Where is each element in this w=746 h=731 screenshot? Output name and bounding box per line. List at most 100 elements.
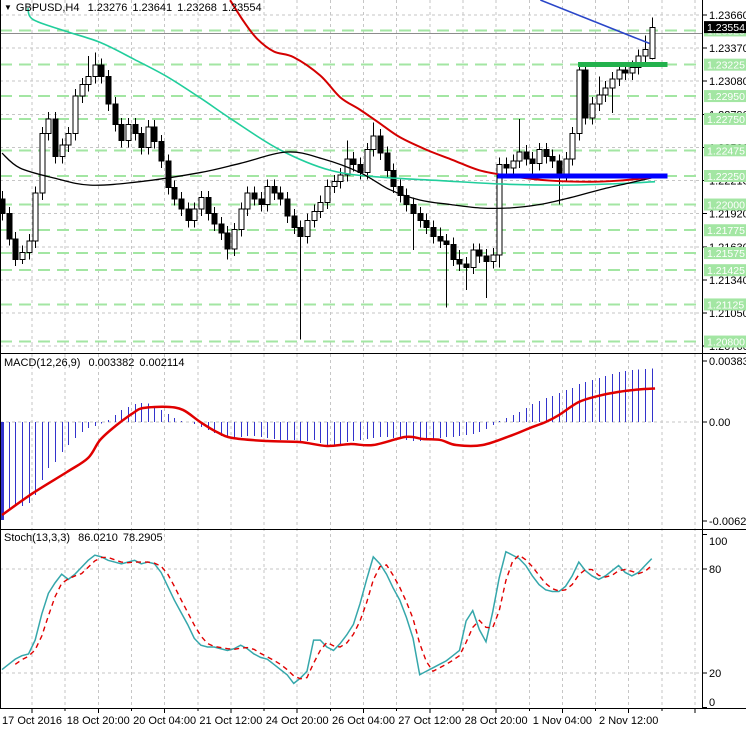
candle-bear: [12, 238, 19, 260]
price-level-badge: [704, 264, 746, 277]
candle-bear: [377, 135, 384, 154]
candle-bear: [350, 158, 357, 166]
candle-bull: [304, 220, 311, 238]
stoch-indicator-header: Stoch(13,3,3) 86.0210 78.2905: [4, 532, 168, 544]
candle-bear: [543, 149, 550, 158]
date-label: 2 Nov 12:00: [599, 715, 658, 727]
date-label: 18 Oct 20:00: [67, 715, 130, 727]
trendline-blue[interactable]: [540, 0, 651, 45]
candle-bull: [496, 164, 503, 256]
candle-bear: [284, 198, 291, 217]
candle-bear: [523, 151, 530, 160]
stoch-axis-label: 80: [709, 564, 721, 576]
candle-bear: [271, 185, 278, 194]
price-tick-label: 1.21340: [709, 275, 746, 287]
candle-bear: [456, 258, 463, 265]
candle-bear: [151, 126, 158, 143]
candle-bull: [642, 48, 649, 57]
price-level-badge-label: 1.21125: [707, 299, 744, 311]
price-level-badge-label: 1.22750: [707, 114, 745, 126]
price-level-badge: [704, 247, 746, 260]
ohlc-close: 1.23554: [221, 2, 262, 14]
candle-bull: [576, 69, 583, 135]
candle-bear: [529, 158, 536, 164]
macd-layer: [1, 368, 656, 520]
candle-bear: [178, 198, 185, 210]
date-label: 24 Oct 20:00: [266, 715, 329, 727]
candle-bull: [198, 197, 205, 210]
candle-bull: [516, 151, 523, 162]
candle-bear: [556, 160, 563, 176]
macd-label: MACD(12,26,9): [4, 357, 81, 369]
stoch-k-line: [1, 550, 653, 685]
candle-bull: [145, 126, 152, 148]
stoch-axis-label: 20: [709, 668, 721, 680]
macd-axis-label: 0.003839: [709, 356, 746, 368]
candle-bull: [563, 158, 570, 176]
candle-bear: [112, 103, 119, 126]
candles-layer: [0, 17, 656, 340]
candle-bull: [331, 181, 338, 187]
ma-teal-line: [27, 7, 656, 186]
candle-bear: [403, 194, 410, 206]
candle-bull: [264, 185, 271, 206]
candle-bull: [238, 208, 245, 231]
macd-signal-line: [1, 387, 656, 517]
price-level-badge-label: 1.22000: [707, 200, 745, 212]
candle-bull: [65, 133, 72, 146]
stoch-k-value: 86.0210: [78, 532, 118, 544]
ohlc-open: 1.23276: [87, 2, 128, 14]
candle-bear: [450, 244, 457, 260]
candle-bear: [98, 64, 105, 78]
stoch-d-value: 78.2905: [122, 532, 163, 544]
symbol-timeframe: GBPUSD,H4: [15, 2, 80, 14]
candle-bull: [125, 124, 132, 142]
price-level-badge: [704, 58, 746, 71]
candle-bear: [211, 213, 218, 225]
price-level-badge-label: 1.22950: [707, 91, 745, 103]
candle-bear: [549, 156, 556, 162]
candle-bull: [311, 210, 318, 222]
candle-bear: [185, 208, 192, 222]
candle-bear: [423, 220, 430, 228]
candle-bear: [118, 124, 125, 142]
price-level-badge: [704, 144, 746, 157]
overlays-layer: [1, 0, 668, 210]
price-level-badge-label: 1.21425: [707, 265, 745, 277]
candle-bear: [132, 124, 139, 135]
price-level-badge: [704, 90, 746, 103]
price-level-badge: [704, 112, 746, 125]
macd-main-value: 0.003382: [88, 357, 135, 369]
candle-bear: [582, 69, 589, 119]
date-label: 26 Oct 04:00: [332, 715, 395, 727]
candle-bear: [52, 118, 59, 158]
price-tick-label: 1.23370: [709, 43, 746, 55]
candle-bull: [317, 201, 324, 212]
candle-bull: [649, 27, 656, 59]
candle-bear: [297, 226, 304, 238]
candle-bear: [0, 198, 6, 215]
candle-bull: [490, 254, 497, 263]
candle-bull: [32, 192, 39, 242]
candle-bear: [291, 215, 298, 228]
price-level-badge-label: 1.21775: [707, 225, 745, 237]
candle-bull: [589, 103, 596, 119]
stoch-d-line: [14, 554, 653, 680]
candle-bull: [45, 118, 52, 135]
candle-bull: [337, 174, 344, 183]
candle-bear: [224, 232, 231, 250]
price-tick-label: 1.21050: [709, 308, 746, 320]
ma-black-line: [1, 151, 656, 210]
candle-bull: [609, 78, 616, 89]
candle-bear: [503, 164, 510, 169]
candle-bull: [635, 55, 642, 69]
symbol-dropdown-icon[interactable]: ▼: [4, 3, 12, 12]
candle-bear: [397, 185, 404, 196]
price-level-badge-label: 1.20800: [707, 337, 745, 349]
candle-bear: [410, 204, 417, 215]
price-level-badge: [704, 298, 746, 311]
candle-bull: [79, 84, 86, 97]
candle-bull: [85, 76, 92, 86]
